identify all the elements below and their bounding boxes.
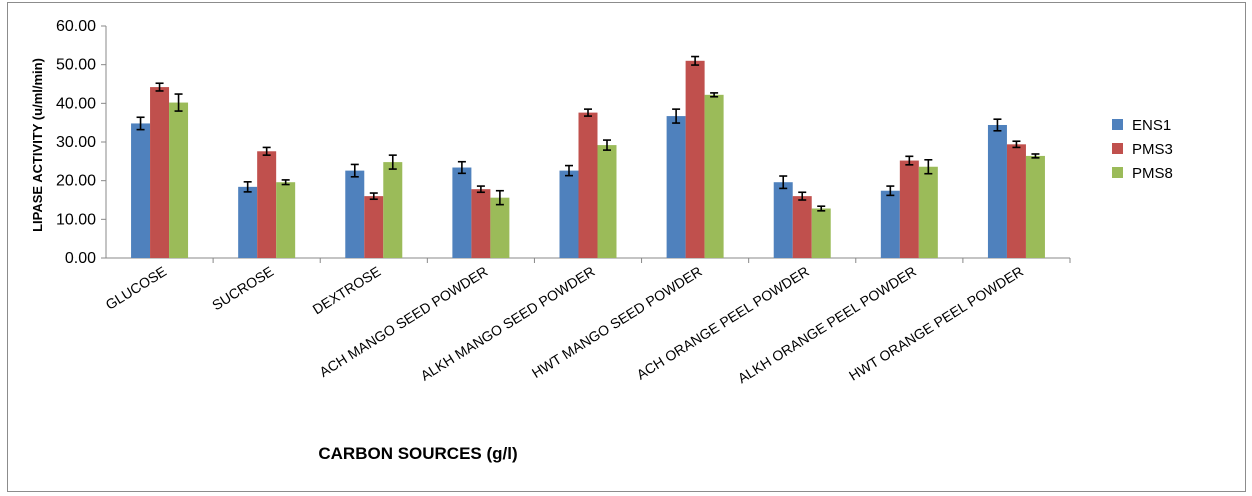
bar-pms3-4 <box>578 112 598 258</box>
legend: ENS1 PMS3 PMS8 <box>1112 117 1173 182</box>
error-bar-pms8-4 <box>603 139 611 151</box>
bar-pms8-6 <box>811 208 831 258</box>
bar-pms3-6 <box>792 196 812 258</box>
y-tick-label: 30.00 <box>56 134 96 151</box>
x-category-label: SUCROSE <box>209 263 276 313</box>
error-bar-ens1-7 <box>886 185 895 197</box>
bar-pms8-4 <box>597 145 617 258</box>
bar-ens1-3 <box>452 167 472 258</box>
error-bar-pms8-5 <box>710 92 719 98</box>
bar-pms3-7 <box>899 160 919 258</box>
bar-pms3-2 <box>364 196 384 258</box>
error-bar-pms3-1 <box>262 146 271 156</box>
error-bar-ens1-2 <box>350 163 359 178</box>
y-tick-label: 50.00 <box>56 57 96 74</box>
error-bar-pms8-0 <box>174 93 183 112</box>
bar-pms8-7 <box>918 166 938 258</box>
bar-ens1-7 <box>880 190 900 258</box>
x-category-label: ALKH MANGO SEED POWDER <box>418 263 598 384</box>
bar-ens1-8 <box>987 124 1007 258</box>
legend-label-pms3: PMS3 <box>1132 141 1173 158</box>
x-category-label: HWT ORANGE PEEL POWDER <box>846 263 1026 384</box>
legend-label-pms8: PMS8 <box>1132 165 1173 182</box>
error-bar-pms8-1 <box>281 179 290 186</box>
bar-ens1-6 <box>773 182 793 258</box>
bar-pms8-1 <box>276 182 296 258</box>
x-axis-title: CARBON SOURCES (g/l) <box>318 444 517 463</box>
error-bar-ens1-1 <box>243 181 252 193</box>
bars <box>131 60 1045 259</box>
bar-pms8-5 <box>704 94 724 259</box>
bar-pms3-8 <box>1006 144 1026 258</box>
bar-pms3-0 <box>150 87 170 259</box>
legend-swatch-ens1 <box>1112 119 1123 130</box>
error-bar-pms3-7 <box>905 155 914 166</box>
bar-ens1-1 <box>238 186 258 258</box>
y-axis-ticks: 0.00 10.00 20.00 30.00 40.00 50.00 60.00 <box>56 18 106 267</box>
error-bar-pms8-7 <box>924 158 933 175</box>
bar-pms8-3 <box>490 197 510 258</box>
bar-pms8-8 <box>1025 155 1045 258</box>
bar-chart: 0.00 10.00 20.00 30.00 40.00 50.00 60.00 GLUCO… <box>30 18 1173 463</box>
x-category-label: ACH ORANGE PEEL POWDER <box>634 263 812 383</box>
legend-swatch-pms8 <box>1112 167 1123 178</box>
error-bar-pms3-8 <box>1012 140 1021 149</box>
error-bar-pms3-4 <box>584 108 592 117</box>
x-category-label: ACH MANGO SEED POWDER <box>316 263 490 380</box>
x-category-label: GLUCOSE <box>103 263 170 313</box>
bar-pms3-3 <box>471 189 491 258</box>
error-bar-pms3-5 <box>691 55 700 66</box>
error-bar-pms3-2 <box>369 192 378 201</box>
bar-ens1-2 <box>345 170 365 258</box>
error-bar-ens1-4 <box>565 164 573 177</box>
x-category-label: HWT MANGO SEED POWDER <box>529 263 705 381</box>
y-tick-label: 40.00 <box>56 95 96 112</box>
y-axis-title: LIPASE ACTIVITY (u/ml/min) <box>30 58 45 232</box>
error-bar-ens1-5 <box>672 108 681 124</box>
x-category-label: ALKH ORANGE PEEL POWDER <box>735 263 919 386</box>
y-tick-label: 10.00 <box>56 211 96 228</box>
legend-label-ens1: ENS1 <box>1132 117 1171 134</box>
y-tick-label: 20.00 <box>56 173 96 190</box>
bar-ens1-4 <box>559 170 579 258</box>
error-bar-ens1-0 <box>136 116 145 131</box>
error-bar-pms3-3 <box>476 185 485 194</box>
error-bar-ens1-6 <box>779 175 788 190</box>
legend-swatch-pms3 <box>1112 143 1123 154</box>
error-bar-pms8-6 <box>817 205 826 212</box>
y-tick-label: 60.00 <box>56 18 96 35</box>
bar-pms8-2 <box>383 162 403 258</box>
error-bars <box>136 55 1040 212</box>
error-bar-pms8-8 <box>1031 153 1040 159</box>
bar-ens1-0 <box>131 123 151 258</box>
error-bar-ens1-8 <box>993 118 1002 132</box>
error-bar-ens1-3 <box>457 160 466 175</box>
x-category-label: DEXTROSE <box>310 263 384 317</box>
error-bar-pms8-3 <box>495 189 504 206</box>
error-bar-pms3-0 <box>155 82 164 92</box>
error-bar-pms3-6 <box>798 191 807 201</box>
bar-pms3-5 <box>685 60 705 258</box>
error-bar-pms8-2 <box>388 154 397 170</box>
chart-frame: 0.00 10.00 20.00 30.00 40.00 50.00 60.00 GLUCO… <box>7 2 1246 492</box>
y-tick-label: 0.00 <box>65 250 96 267</box>
bar-ens1-5 <box>666 116 686 259</box>
bar-pms8-0 <box>169 102 189 258</box>
bar-pms3-1 <box>257 151 277 258</box>
